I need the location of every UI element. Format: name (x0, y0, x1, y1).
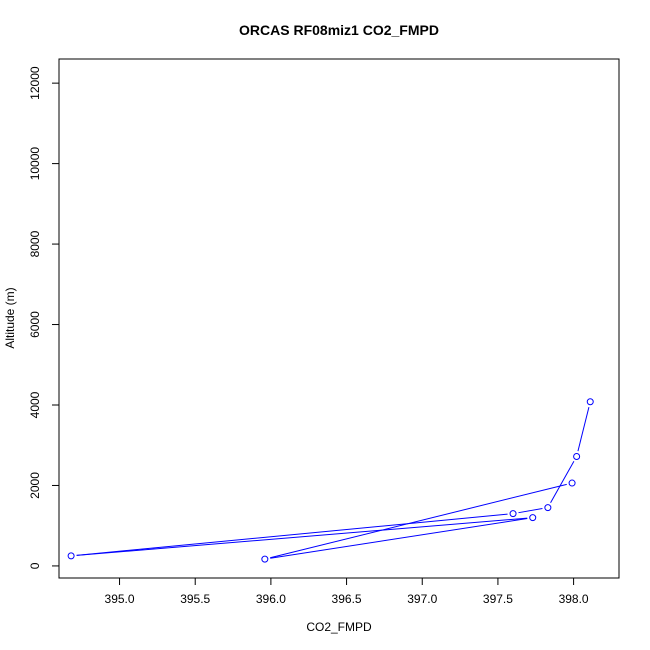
y-tick-label: 0 (28, 562, 42, 569)
y-tick-label: 2000 (28, 472, 42, 499)
x-tick-label: 396.0 (256, 592, 286, 606)
series-segment (270, 517, 528, 559)
y-tick-label: 12000 (28, 66, 42, 100)
x-tick-label: 395.0 (105, 592, 135, 606)
x-tick-label: 397.0 (407, 592, 437, 606)
series-segment (518, 508, 543, 514)
x-tick-label: 398.0 (559, 592, 589, 606)
y-axis-label: Altitude (m) (3, 287, 17, 348)
x-tick-label: 395.5 (180, 592, 210, 606)
x-tick-label: 397.5 (483, 592, 513, 606)
data-point (261, 555, 269, 563)
data-point (544, 504, 552, 512)
data-point (67, 552, 75, 560)
y-tick-label: 8000 (28, 230, 42, 257)
data-point (573, 452, 581, 460)
data-point (529, 514, 537, 522)
plot-area (58, 58, 620, 579)
series-segment (76, 513, 508, 556)
series-segment (76, 517, 528, 556)
data-point (586, 398, 594, 406)
x-axis: 395.0 395.5 396.0 396.5 397.0 397.5 398.0 (105, 577, 589, 606)
y-tick-label: 10000 (28, 147, 42, 181)
x-tick-label: 396.5 (332, 592, 362, 606)
chart-title: ORCAS RF08miz1 CO2_FMPD (239, 22, 439, 38)
y-tick-label: 4000 (28, 391, 42, 418)
series-segment (577, 406, 590, 452)
series-segment (270, 483, 567, 559)
y-axis: 0 2000 4000 6000 8000 10000 12000 (28, 66, 60, 569)
series-layer (67, 398, 594, 563)
y-tick-label: 6000 (28, 311, 42, 338)
series-segment (550, 461, 575, 504)
x-axis-label: CO2_FMPD (306, 620, 372, 634)
data-point (509, 510, 517, 518)
data-point (568, 479, 576, 487)
plot-frame (58, 58, 620, 579)
